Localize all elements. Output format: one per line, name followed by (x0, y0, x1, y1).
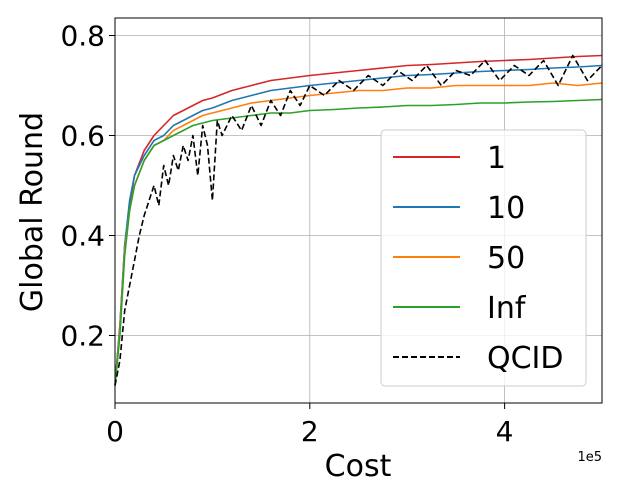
legend-label-inf: Inf (487, 291, 527, 326)
y-axis-label: Global Round (15, 112, 50, 312)
x-axis-label: Cost (325, 449, 392, 480)
legend-label-10: 10 (487, 191, 525, 226)
legend-label-50: 50 (487, 241, 525, 276)
x-tick-label: 4 (496, 415, 514, 448)
series-line-10 (114, 64, 603, 386)
ticks: 0 2 4 0.2 0.4 0.6 0.8 (60, 20, 513, 449)
x-tick-label: 0 (106, 415, 124, 448)
series-line-1 (114, 54, 603, 386)
y-tick-label: 0.8 (60, 20, 105, 53)
grid (114, 18, 602, 403)
series-layer (114, 54, 603, 386)
series-line-qcid (114, 54, 603, 386)
series-line-inf (114, 98, 603, 386)
axes (114, 17, 603, 404)
legend-frame (380, 129, 587, 387)
legend: 1 10 50 Inf QCID (380, 129, 587, 387)
legend-label-qcid: QCID (487, 341, 564, 376)
y-tick-label: 0.2 (60, 320, 105, 353)
plot-frame (114, 17, 603, 404)
x-tick-label: 2 (301, 415, 319, 448)
y-tick-label: 0.4 (60, 220, 105, 253)
legend-label-1: 1 (487, 141, 506, 176)
y-tick-label: 0.6 (60, 120, 105, 153)
x-offset-label: 1e5 (577, 450, 602, 465)
